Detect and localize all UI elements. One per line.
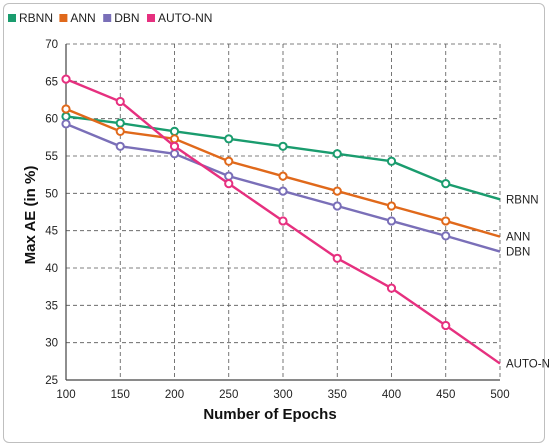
y-tick-label: 50 xyxy=(45,188,58,200)
data-point-ann xyxy=(61,104,71,114)
axes xyxy=(65,44,500,381)
data-point-dbn xyxy=(224,171,234,181)
x-tick-label: 150 xyxy=(111,389,130,401)
y-tick-label: 70 xyxy=(45,39,58,51)
data-point-rbnn xyxy=(278,141,288,151)
x-axis-title: Number of Epochs xyxy=(203,406,336,423)
end-label-auto-nn: AUTO-NN xyxy=(506,359,550,371)
end-label-ann: ANN xyxy=(506,232,530,244)
y-tick-label: 30 xyxy=(45,338,58,350)
data-point-dbn xyxy=(115,141,125,151)
data-point-ann xyxy=(169,134,180,144)
y-tick-label: 25 xyxy=(45,375,58,387)
x-tick-label: 500 xyxy=(490,389,509,401)
y-tick-labels: 25 30 35 40 45 50 55 60 65 70 xyxy=(45,39,58,387)
data-point-rbnn xyxy=(115,118,125,128)
y-tick-label: 40 xyxy=(45,263,58,275)
y-tick-label: 55 xyxy=(45,151,58,163)
y-tick-label: 65 xyxy=(45,76,58,88)
data-point-ann xyxy=(115,126,125,136)
legend-swatch-ann xyxy=(59,14,68,22)
x-tick-label: 300 xyxy=(273,389,292,401)
series-group xyxy=(61,74,501,365)
data-point-ann xyxy=(224,156,234,166)
legend-label-dbn: DBN xyxy=(114,11,139,25)
data-point-auto-nn xyxy=(278,216,288,226)
data-point-rbnn xyxy=(169,126,180,136)
data-point-ann xyxy=(278,171,288,181)
data-point-dbn xyxy=(441,231,451,241)
x-tick-label: 450 xyxy=(436,389,455,401)
y-tick-label: 60 xyxy=(45,114,58,126)
x-tick-label: 400 xyxy=(382,389,401,401)
legend-label-ann: ANN xyxy=(70,11,95,25)
data-point-auto-nn xyxy=(224,179,234,189)
legend-swatch-rbnn xyxy=(8,14,16,22)
data-point-auto-nn xyxy=(332,253,342,263)
data-point-rbnn xyxy=(386,156,397,166)
legend-swatch-dbn xyxy=(103,14,112,22)
end-label-rbnn: RBNN xyxy=(506,194,539,206)
x-tick-label: 100 xyxy=(56,389,75,401)
legend-label-auto-nn: AUTO-NN xyxy=(158,11,212,25)
legend-swatch-auto-nn xyxy=(147,14,155,22)
y-axis-title: Max AE (in %) xyxy=(22,166,39,265)
data-point-dbn xyxy=(61,119,71,129)
x-tick-labels: 100 150 200 250 300 350 400 450 500 xyxy=(56,389,509,401)
y-tick-label: 35 xyxy=(45,300,58,312)
data-point-ann xyxy=(386,201,397,211)
data-point-dbn xyxy=(169,149,180,159)
x-tick-label: 250 xyxy=(219,389,238,401)
y-tick-label: 45 xyxy=(45,226,58,238)
grid xyxy=(66,43,501,380)
data-point-rbnn xyxy=(441,179,451,189)
end-labels: RBNN ANN DBN AUTO-NN xyxy=(506,194,550,370)
data-point-auto-nn xyxy=(441,320,451,331)
data-point-auto-nn xyxy=(386,283,397,293)
end-label-dbn: DBN xyxy=(506,247,530,259)
data-point-auto-nn xyxy=(169,141,180,151)
data-point-dbn xyxy=(332,201,342,211)
data-point-dbn xyxy=(278,186,288,196)
legend: RBNN ANN DBN AUTO-NN xyxy=(8,11,212,25)
data-point-rbnn xyxy=(332,149,342,159)
data-point-auto-nn xyxy=(115,96,125,107)
x-tick-label: 350 xyxy=(328,389,347,401)
x-tick-label: 200 xyxy=(165,389,184,401)
data-point-ann xyxy=(332,186,342,196)
data-point-rbnn xyxy=(224,134,234,144)
data-point-auto-nn xyxy=(61,74,71,84)
legend-label-rbnn: RBNN xyxy=(19,11,53,25)
data-point-ann xyxy=(441,216,451,226)
data-point-rbnn xyxy=(61,111,71,122)
data-point-dbn xyxy=(386,216,397,226)
